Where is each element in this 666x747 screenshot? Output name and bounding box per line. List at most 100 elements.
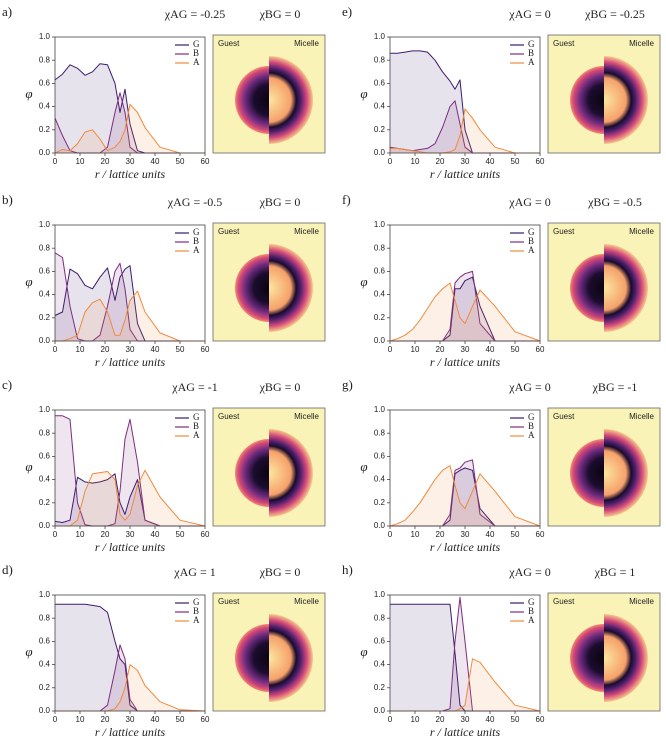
x-tick-label: 10 [411,715,420,724]
series-area [390,468,540,526]
x-tick-label: 10 [76,157,85,166]
legend-label: B [528,48,534,58]
micelle-half [269,244,313,332]
x-tick-label: 20 [436,530,445,539]
panel-label: c) [2,377,12,392]
series-line [55,469,206,527]
x-tick-label: 20 [436,345,445,354]
panel-label: h) [342,562,353,577]
y-tick-label: 0.2 [374,125,386,134]
micelle-half [269,429,313,517]
title-right: χBG = -0.5 [587,195,642,209]
image-label-guest: Guest [218,39,240,48]
y-axis-label: φ [360,86,367,101]
legend-label: B [528,606,534,616]
y-tick-label: 0.0 [374,336,386,345]
x-axis-label: r / lattice units [430,725,501,739]
title-left: χAG = -0.25 [164,7,225,21]
image-label-micelle: Micelle [294,597,319,606]
y-axis-label: φ [360,274,367,289]
series-area [390,277,540,341]
guest-half [235,66,269,134]
legend-label: G [193,597,200,607]
x-tick-label: 20 [101,157,110,166]
series-area [390,283,540,341]
x-tick-label: 20 [436,715,445,724]
series-line [55,415,205,527]
micelle-half [269,56,313,144]
title-left: χAG = 0 [508,7,550,21]
panel-label: e) [342,4,352,19]
title-right: χBG = -0.25 [584,7,645,21]
legend-label: G [528,597,535,607]
image-label-guest: Guest [218,227,240,236]
x-tick-label: 10 [76,345,85,354]
y-tick-label: 1.0 [374,405,386,414]
legend-label: G [528,39,535,49]
y-tick-label: 0.0 [39,706,51,715]
x-tick-label: 20 [101,345,110,354]
micelle-half [604,244,648,332]
legend-label: B [528,421,534,431]
x-tick-label: 60 [201,530,210,539]
x-tick-label: 40 [486,345,495,354]
series-area [55,265,205,341]
x-tick-label: 40 [151,530,160,539]
x-tick-label: 30 [126,715,135,724]
title-right: χBG = 0 [259,565,301,579]
guest-half [570,624,604,692]
micelle-half [604,56,648,144]
y-tick-label: 0.8 [374,428,386,437]
x-tick-label: 40 [486,530,495,539]
x-tick-label: 50 [511,715,520,724]
guest-half [570,66,604,134]
x-tick-label: 50 [176,715,185,724]
series-area [390,465,540,526]
y-tick-label: 0.6 [39,452,51,461]
x-tick-label: 50 [511,345,520,354]
series-area [390,271,540,341]
series-area [55,470,205,526]
legend-label: A [193,615,200,625]
micelle-half [604,429,648,517]
y-tick-label: 0.4 [39,475,51,484]
y-tick-label: 0.6 [39,267,51,276]
y-tick-label: 1.0 [39,32,51,41]
x-tick-label: 60 [536,715,545,724]
x-tick-label: 10 [76,715,85,724]
y-tick-label: 1.0 [39,590,51,599]
series-area [390,459,540,526]
series-area [55,415,205,526]
y-tick-label: 0.4 [374,290,386,299]
series-area [390,604,540,711]
y-tick-label: 0.6 [374,452,386,461]
x-tick-label: 60 [201,715,210,724]
y-tick-label: 0.4 [39,660,51,669]
image-label-guest: Guest [553,597,575,606]
legend-label: B [528,236,534,246]
series-area [55,604,205,711]
x-tick-label: 30 [461,715,470,724]
legend-label: A [528,245,535,255]
series-area [55,63,205,154]
y-tick-label: 0.0 [39,336,51,345]
x-tick-label: 60 [536,345,545,354]
y-tick-label: 0.6 [374,79,386,88]
image-label-guest: Guest [553,412,575,421]
y-tick-label: 0.2 [374,683,386,692]
x-tick-label: 20 [436,157,445,166]
y-tick-label: 0.8 [39,55,51,64]
x-tick-label: 0 [388,157,393,166]
x-tick-label: 0 [53,345,58,354]
image-label-micelle: Micelle [629,597,654,606]
title-right: χBG = -1 [592,380,638,394]
image-label-guest: Guest [553,227,575,236]
image-label-micelle: Micelle [294,39,319,48]
x-tick-label: 20 [101,530,110,539]
y-tick-label: 0.6 [39,79,51,88]
title-left: χAG = 1 [173,565,215,579]
y-tick-label: 0.0 [39,521,51,530]
series-line [55,290,205,342]
series-line [389,465,541,527]
x-tick-label: 50 [176,530,185,539]
